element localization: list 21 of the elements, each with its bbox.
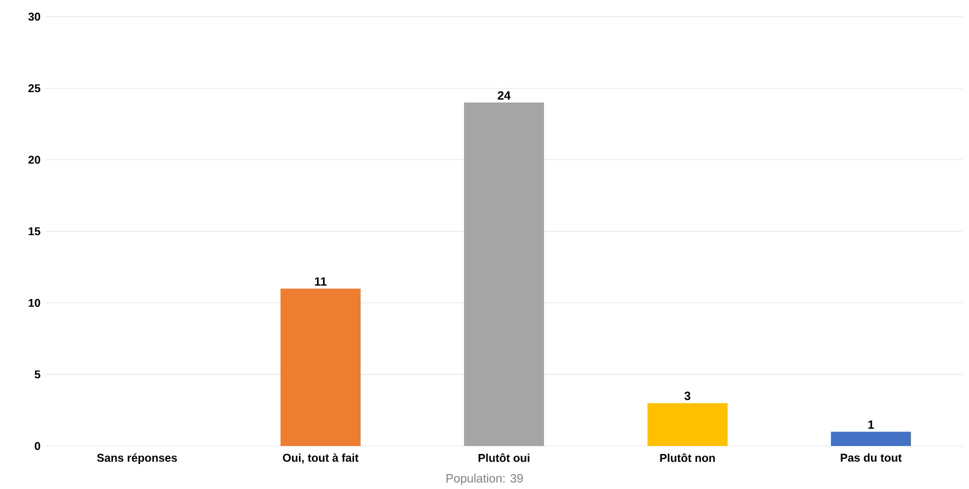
data-label: 11 (314, 277, 327, 286)
bar (830, 432, 911, 446)
x-tick-label: Pas du tout (840, 453, 902, 462)
y-tick-label: 20 (28, 156, 40, 164)
text: Population: 39 (446, 474, 523, 485)
y-tick-label: 0 (34, 442, 40, 450)
x-tick-label: Plutôt non (660, 453, 715, 462)
bar (464, 102, 544, 446)
x-tick-label: Oui, tout à fait (282, 453, 358, 464)
data-label: 1 (868, 420, 874, 429)
y-tick-label: 30 (28, 12, 40, 21)
x-tick-label: Plutôt oui (478, 453, 530, 462)
y-tick-label: 10 (28, 298, 40, 307)
y-tick-label: 5 (34, 370, 40, 378)
x-tick-label: Sans réponses (97, 453, 177, 464)
y-tick-label: 15 (28, 227, 40, 236)
data-label: 24 (498, 91, 511, 100)
bar (647, 402, 728, 446)
data-label: 3 (684, 391, 690, 400)
y-tick-label: 25 (28, 84, 40, 92)
bar (280, 288, 361, 446)
